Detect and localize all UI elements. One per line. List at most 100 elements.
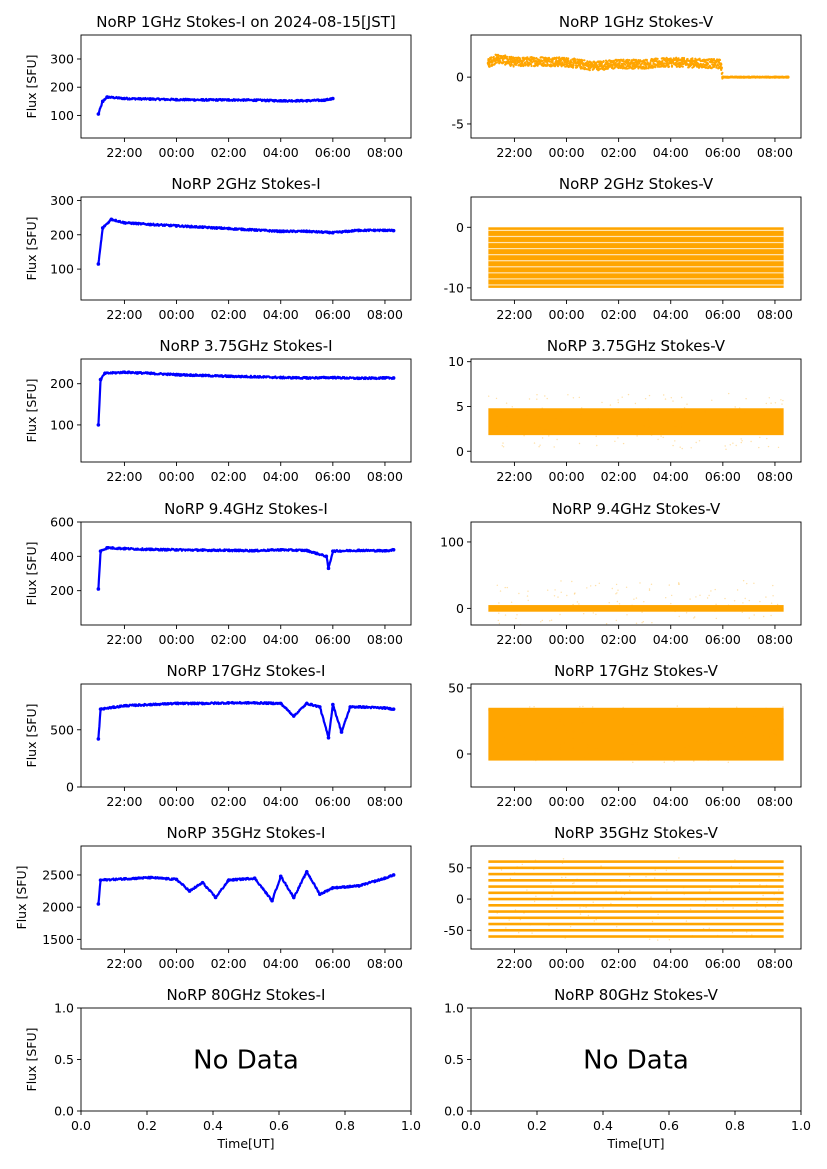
x-tick-label: 1.0 <box>401 1118 421 1133</box>
axes-frame <box>470 196 802 301</box>
x-tick-label: 08:00 <box>757 956 793 971</box>
data-point <box>357 228 361 233</box>
axes-frame <box>80 521 412 626</box>
level-line <box>488 866 784 870</box>
series-line <box>97 546 395 590</box>
data-point <box>391 707 396 711</box>
data-point <box>719 62 723 66</box>
x-tick-label: 08:00 <box>757 794 793 809</box>
data-point <box>304 548 309 553</box>
data-point <box>304 98 309 103</box>
x-tick-label: 00:00 <box>159 307 195 322</box>
data-point <box>339 730 344 734</box>
x-tick-label: 00:00 <box>159 794 195 809</box>
x-tick-label: 0.4 <box>203 1118 223 1133</box>
x-tick-label: 22:00 <box>106 632 142 647</box>
data-point <box>226 701 231 705</box>
y-tick-label: 0.5 <box>444 1052 464 1067</box>
data-point <box>383 876 387 880</box>
chart-title: NoRP 1GHz Stokes-V <box>559 13 714 31</box>
data-point <box>122 370 127 374</box>
data-point <box>278 874 283 879</box>
data-point <box>148 222 153 227</box>
no-data-label: No Data <box>193 1046 299 1076</box>
scatter-band <box>488 707 784 761</box>
plot-data <box>488 580 784 625</box>
level-line <box>488 897 784 901</box>
chart-title: NoRP 2GHz Stokes-I <box>171 175 320 193</box>
data-point <box>148 371 153 376</box>
plot-data <box>488 857 784 941</box>
x-tick-label: 0.6 <box>269 1118 289 1133</box>
x-tick-label: 08:00 <box>367 794 403 809</box>
data-point <box>122 703 127 708</box>
data-point <box>495 56 499 61</box>
x-tick-label: 08:00 <box>757 469 793 484</box>
y-axis-label: Flux [SFU] <box>24 55 39 119</box>
x-tick-label: 06:00 <box>705 307 741 322</box>
y-tick-label: 5 <box>456 399 464 414</box>
x-tick-label: 08:00 <box>367 469 403 484</box>
scatter-band <box>488 605 784 612</box>
data-point <box>564 60 569 64</box>
data-point <box>96 587 101 591</box>
data-point <box>252 548 257 553</box>
y-tick-label: 500 <box>50 722 74 737</box>
y-tick-label: 0.5 <box>54 1052 74 1067</box>
y-tick-label: 300 <box>50 193 74 208</box>
data-point <box>122 220 127 225</box>
chart-title: NoRP 80GHz Stokes-V <box>554 986 719 1004</box>
y-tick-label: 10 <box>448 354 464 369</box>
data-point <box>383 376 387 380</box>
y-tick-label: 100 <box>440 534 464 549</box>
data-point <box>278 548 283 552</box>
x-tick-label: 22:00 <box>496 145 532 160</box>
data-point <box>270 898 274 903</box>
x-tick-label: 04:00 <box>653 469 689 484</box>
chart-title: NoRP 17GHz Stokes-V <box>554 662 719 680</box>
data-point <box>747 75 751 79</box>
plot-data <box>96 217 396 266</box>
data-point <box>278 701 283 706</box>
y-tick-label: 100 <box>50 417 74 432</box>
data-point <box>357 884 361 888</box>
x-axis-label: Time[UT] <box>606 1136 664 1151</box>
x-tick-label: 06:00 <box>705 145 741 160</box>
data-point <box>357 548 361 553</box>
data-point <box>773 75 777 79</box>
x-tick-label: 02:00 <box>601 794 637 809</box>
y-tick-label: 1.0 <box>54 1001 74 1016</box>
data-point <box>109 217 114 222</box>
y-tick-label: 0 <box>66 780 74 795</box>
y-tick-label: 0 <box>456 444 464 459</box>
level-line <box>488 860 784 863</box>
y-tick-label: -10 <box>444 280 464 295</box>
data-point <box>324 554 329 559</box>
x-tick-label: 06:00 <box>705 794 741 809</box>
data-point <box>331 886 335 890</box>
data-point <box>252 98 257 102</box>
level-line <box>488 904 784 907</box>
x-tick-label: 06:00 <box>705 956 741 971</box>
data-point <box>331 549 335 553</box>
x-tick-label: 04:00 <box>653 307 689 322</box>
data-point <box>103 371 107 376</box>
data-point <box>174 548 179 552</box>
subplot-13: No Data NoRP 80GHz Stokes-I 0.0 0.5 1.0 0.0 0.… <box>24 986 421 1151</box>
subplot-7: NoRP 9.4GHz Stokes-I 200 400 600 22:00 00:00 0… <box>24 500 412 647</box>
data-point <box>187 889 192 893</box>
subplot-11: NoRP 35GHz Stokes-I 1500 2000 2500 22:00 00:0… <box>14 824 412 971</box>
data-point <box>148 547 153 552</box>
plot-data <box>488 392 784 450</box>
axes-frame <box>80 34 412 139</box>
x-tick-label: 1.0 <box>791 1118 811 1133</box>
data-point <box>100 226 105 230</box>
data-point <box>278 375 283 380</box>
x-tick-label: 0.2 <box>527 1118 547 1133</box>
x-tick-label: 08:00 <box>367 307 403 322</box>
level-line <box>488 910 784 913</box>
data-point <box>122 96 127 101</box>
subplot-9: NoRP 17GHz Stokes-I 0 500 22:00 00:00 02:00 04… <box>24 662 412 809</box>
x-tick-label: 02:00 <box>601 632 637 647</box>
axes-frame <box>80 845 412 950</box>
